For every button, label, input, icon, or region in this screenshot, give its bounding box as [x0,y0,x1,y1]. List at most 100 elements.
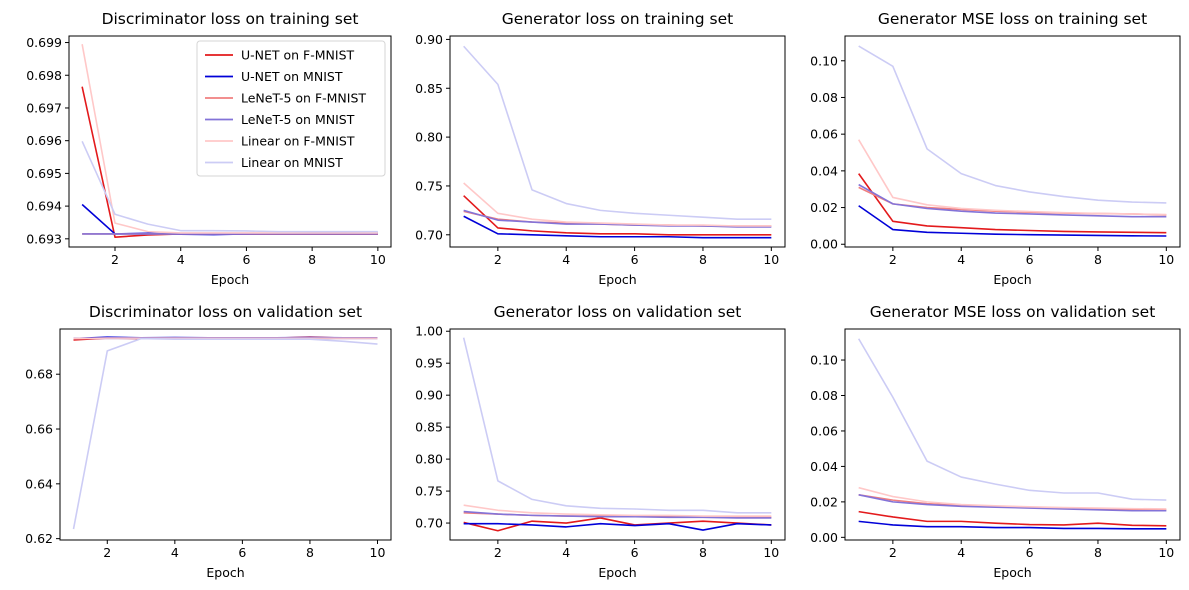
x-tick-label: 6 [631,545,639,560]
y-tick-label: 0.70 [415,227,443,242]
y-tick-label: 0.10 [810,353,838,368]
x-tick-label: 8 [308,252,316,267]
axes-frame [844,35,1181,248]
axes-frame [449,35,786,248]
subplot-6: Generator MSE loss on validation set 2 4 6 8… [810,303,1181,580]
x-tick-label: 2 [889,545,897,560]
x-tick-label: 2 [889,252,897,267]
y-tick-label: 0.02 [810,494,838,509]
y-tick-label: 0.06 [810,127,838,142]
axes-frame [68,35,392,248]
y-tick-label: 0.06 [810,423,838,438]
legend: U-NET on F-MNIST U-NET on MNIST LeNeT-5 on… [196,40,386,177]
series-line-4 [463,209,772,228]
series-line-4 [463,510,772,519]
y-tick-label: 0.62 [25,531,53,546]
subplot-2: Generator loss on training set 2 4 6 8 10 0.70… [415,10,786,287]
subplot-5: Generator loss on validation set 2 4 6 8 10 0.… [415,303,786,580]
x-tick-label: 10 [370,545,386,560]
subplot-1: Discriminator loss on training set 2 4 6 8 10… [26,10,392,287]
x-axis-label: Epoch [206,565,244,580]
y-tick-label: 0.04 [810,459,838,474]
series-line-5 [463,504,772,517]
legend-entry: LeNeT-5 on F-MNIST [241,91,366,106]
series-line-5 [463,182,772,227]
x-tick-label: 4 [957,252,965,267]
subplot-4: Discriminator loss on validation set 2 4 6 8… [25,303,392,580]
y-tick-label: 0.04 [810,163,838,178]
legend-entry: U-NET on MNIST [241,69,343,84]
y-tick-label: 0.66 [25,422,53,437]
series-line-1 [463,517,772,532]
x-tick-label: 8 [699,252,707,267]
series-line-2 [858,205,1167,237]
series-line-5 [73,337,378,340]
x-tick-label: 4 [562,252,570,267]
series-line-5 [81,44,378,234]
y-tick-label: 0.75 [415,484,443,499]
legend-box [196,40,386,177]
subplot-title: Generator MSE loss on validation set [870,303,1156,321]
series-line-6 [81,141,378,233]
x-tick-label: 4 [562,545,570,560]
series-line-4 [858,183,1167,218]
y-tick-label: 0.00 [810,530,838,545]
y-tick-label: 0.80 [415,130,443,145]
x-tick-label: 2 [103,545,111,560]
y-tick-label: 0.02 [810,200,838,215]
y-tick-label: 0.85 [415,420,443,435]
y-tick-label: 0.694 [26,199,62,214]
series-line-2 [858,520,1167,530]
y-tick-label: 0.70 [415,516,443,531]
x-tick-label: 2 [494,252,502,267]
x-tick-label: 6 [631,252,639,267]
y-tick-label: 0.80 [415,452,443,467]
axes-frame [844,328,1181,541]
series-line-6 [463,45,772,220]
subplot-title: Generator loss on validation set [494,303,742,321]
series-line-6 [72,337,378,530]
x-tick-label: 8 [306,545,314,560]
series-line-5 [857,139,1167,216]
y-tick-label: 0.08 [810,388,838,403]
x-tick-label: 10 [1158,545,1174,560]
y-tick-label: 0.90 [415,388,443,403]
x-tick-label: 6 [1026,252,1034,267]
x-axis-label: Epoch [598,565,636,580]
x-tick-label: 10 [763,252,779,267]
subplot-title: Generator loss on training set [502,10,733,28]
y-tick-label: 0.75 [415,178,443,193]
y-tick-label: 0.693 [26,231,62,246]
x-tick-label: 2 [494,545,502,560]
series-line-1 [858,173,1167,234]
y-tick-label: 0.95 [415,356,443,371]
x-tick-label: 2 [111,252,119,267]
y-tick-label: 0.90 [415,32,443,47]
legend-entry: LeNeT-5 on MNIST [241,112,355,127]
series-line-2 [463,522,772,531]
y-tick-label: 0.68 [25,367,53,382]
subplot-3: Generator MSE loss on training set 2 4 6 8 10… [810,10,1181,287]
y-tick-label: 0.699 [26,35,62,50]
subplot-title: Discriminator loss on validation set [89,303,362,321]
x-tick-label: 8 [699,545,707,560]
y-tick-label: 0.696 [26,133,62,148]
legend-entry: U-NET on F-MNIST [241,48,355,63]
y-tick-label: 0.00 [810,237,838,252]
legend-entry: Linear on MNIST [241,155,343,170]
y-tick-label: 0.08 [810,90,838,105]
x-axis-label: Epoch [598,272,636,287]
subplot-title: Discriminator loss on training set [102,10,359,28]
x-tick-label: 6 [242,252,250,267]
y-tick-label: 0.698 [26,68,62,83]
series-line-4 [858,494,1167,512]
series-line-6 [857,338,1167,501]
x-axis-label: Epoch [993,272,1031,287]
series-line-5 [858,486,1167,510]
y-tick-label: 0.85 [415,81,443,96]
y-tick-label: 0.10 [810,53,838,68]
x-tick-label: 10 [370,252,386,267]
series-line-1 [463,195,772,236]
x-tick-label: 10 [1158,252,1174,267]
subplot-title: Generator MSE loss on training set [878,10,1147,28]
